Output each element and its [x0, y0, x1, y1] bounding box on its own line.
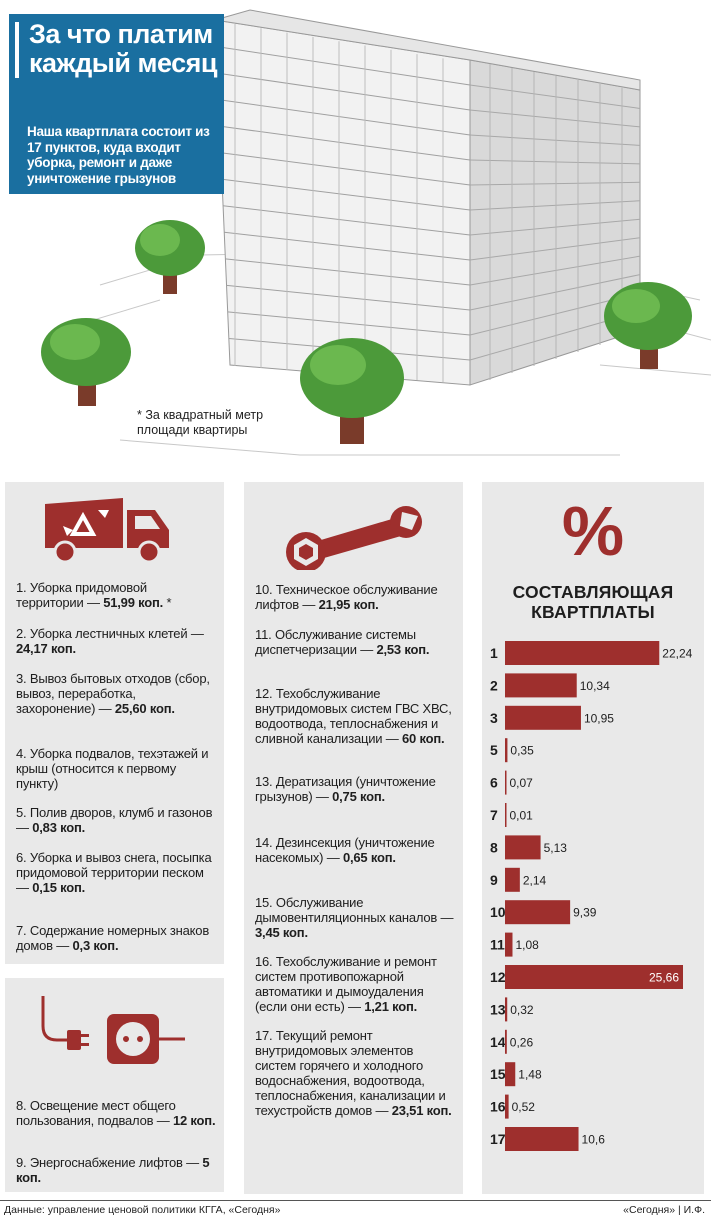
- tree-icon: [135, 220, 205, 294]
- lead-text: Наша квартплата состоит из 17 пунктов, к…: [27, 124, 210, 186]
- list-item: 12. Техобслуживание внутридомовых систем…: [255, 686, 452, 746]
- list-item: 11. Обслуживание системы диспетчеризации…: [255, 627, 430, 657]
- value-label: 25,66: [649, 971, 679, 985]
- tree-icon: [604, 282, 692, 369]
- footnote: * За квадратный метр площади квартиры: [137, 408, 264, 437]
- category-label: 17: [490, 1131, 506, 1147]
- value-label: 0,52: [512, 1100, 536, 1114]
- bar: [505, 900, 571, 925]
- panel-maintenance: 10. Техническое обслуживание лифтов — 21…: [244, 482, 463, 1194]
- wrench-nut-icon: [286, 506, 422, 570]
- list-item: 15. Обслуживание дымовентиляционных кана…: [255, 895, 454, 940]
- bar: [505, 803, 507, 827]
- value-label: 0,32: [510, 1003, 534, 1017]
- title-box: За что платим каждый месяц Наша квартпла…: [9, 14, 224, 194]
- bar: [505, 932, 513, 957]
- list-item: 4. Уборка подвалов, техэтажей и крыш (от…: [16, 746, 209, 791]
- bar: [505, 673, 577, 698]
- list-item: 2. Уборка лестничных клетей — 24,17 коп.: [16, 626, 204, 656]
- category-label: 9: [490, 872, 498, 888]
- bar: [505, 1094, 509, 1119]
- bar: [505, 1029, 507, 1054]
- category-label: 1: [490, 645, 498, 661]
- category-label: 13: [490, 1001, 506, 1017]
- list-item: 14. Дезинсекция (уничтожение насекомых) …: [255, 835, 435, 865]
- value-label: 1,48: [518, 1068, 542, 1082]
- hero-illustration: За что платим каждый месяц Наша квартпла…: [0, 0, 711, 470]
- bar: [505, 965, 683, 989]
- value-label: 0,26: [510, 1035, 534, 1049]
- category-label: 3: [490, 710, 498, 726]
- footer-divider: [0, 1200, 711, 1201]
- category-label: 8: [490, 839, 498, 855]
- list-item: 3. Вывоз бытовых отходов (сбор, вывоз, п…: [16, 671, 210, 716]
- bar: [505, 997, 508, 1022]
- category-label: 15: [490, 1066, 506, 1082]
- list-item: 8. Освещение мест общего пользования, по…: [16, 1098, 216, 1128]
- credit-note: «Сегодня» | И.Ф.: [623, 1204, 705, 1216]
- value-label: 10,95: [584, 711, 614, 725]
- value-label: 2,14: [523, 873, 547, 887]
- category-label: 6: [490, 775, 498, 791]
- value-label: 10,34: [580, 679, 610, 693]
- list-item: 9. Энергоснабжение лифтов — 5 коп.: [16, 1155, 210, 1185]
- bar: [505, 738, 508, 763]
- value-label: 1,08: [515, 938, 539, 952]
- bar: [505, 1127, 579, 1151]
- list-item: 10. Техническое обслуживание лифтов — 21…: [255, 582, 438, 612]
- title-accent-bar: [15, 22, 19, 78]
- percent-symbol: %: [561, 492, 625, 570]
- category-label: 10: [490, 904, 506, 920]
- value-label: 5,13: [544, 841, 568, 855]
- category-label: 14: [490, 1034, 506, 1050]
- tree-icon: [300, 338, 404, 444]
- panel-electricity: 8. Освещение мест общего пользования, по…: [5, 978, 224, 1192]
- garbage-truck-recycle-icon: [45, 498, 169, 564]
- bar: [505, 705, 581, 730]
- category-label: 5: [490, 742, 498, 758]
- list-item: 17. Текущий ремонт внутридомовых элемент…: [255, 1028, 452, 1118]
- page-title: За что платим каждый месяц: [29, 19, 217, 78]
- category-label: 7: [490, 807, 498, 823]
- bar: [505, 1062, 516, 1087]
- bar: [505, 867, 520, 892]
- bar: [505, 770, 507, 795]
- value-label: 9,39: [573, 906, 597, 920]
- category-label: 12: [490, 969, 506, 985]
- tree-icon: [41, 318, 131, 406]
- chart-title: СОСТАВЛЯЮЩАЯ КВАРТПЛАТЫ: [512, 582, 674, 622]
- category-label: 2: [490, 677, 498, 693]
- value-label: 0,07: [510, 776, 534, 790]
- list-item: 16. Техобслуживание и ремонт систем прот…: [255, 954, 437, 1014]
- category-label: 11: [490, 937, 505, 953]
- value-label: 22,24: [662, 647, 692, 661]
- value-label: 0,35: [510, 744, 534, 758]
- category-label: 16: [490, 1099, 506, 1115]
- list-item: 7. Содержание номерных знаков домов — 0,…: [16, 923, 210, 953]
- list-item: 1. Уборка придомовой территории — 51,99 …: [16, 580, 172, 610]
- panel-cleaning: 1. Уборка придомовой территории — 51,99 …: [5, 482, 224, 964]
- list-item: 6. Уборка и вывоз снега, посыпка придомо…: [16, 850, 212, 895]
- list-item: 5. Полив дворов, клумб и газонов — 0,83 …: [16, 805, 213, 835]
- panel-chart: % СОСТАВЛЯЮЩАЯ КВАРТПЛАТЫ 1 22,24 2 10,34 3 1…: [482, 482, 704, 1194]
- bar-chart: 1 22,24 2 10,34 3 10,95 5 0,35 6 0,07 7 0,01 8 5,13 9 2…: [490, 641, 693, 1151]
- bar: [505, 641, 660, 665]
- value-label: 10,6: [582, 1133, 606, 1147]
- electric-plug-socket-icon: [41, 996, 185, 1064]
- apartment-building-illustration: [41, 9, 711, 456]
- value-label: 0,01: [510, 809, 534, 823]
- source-note: Данные: управление ценовой политики КГГА…: [4, 1204, 281, 1216]
- list-item: 13. Дератизация (уничтожение грызунов) —…: [255, 774, 436, 804]
- bar: [505, 835, 541, 860]
